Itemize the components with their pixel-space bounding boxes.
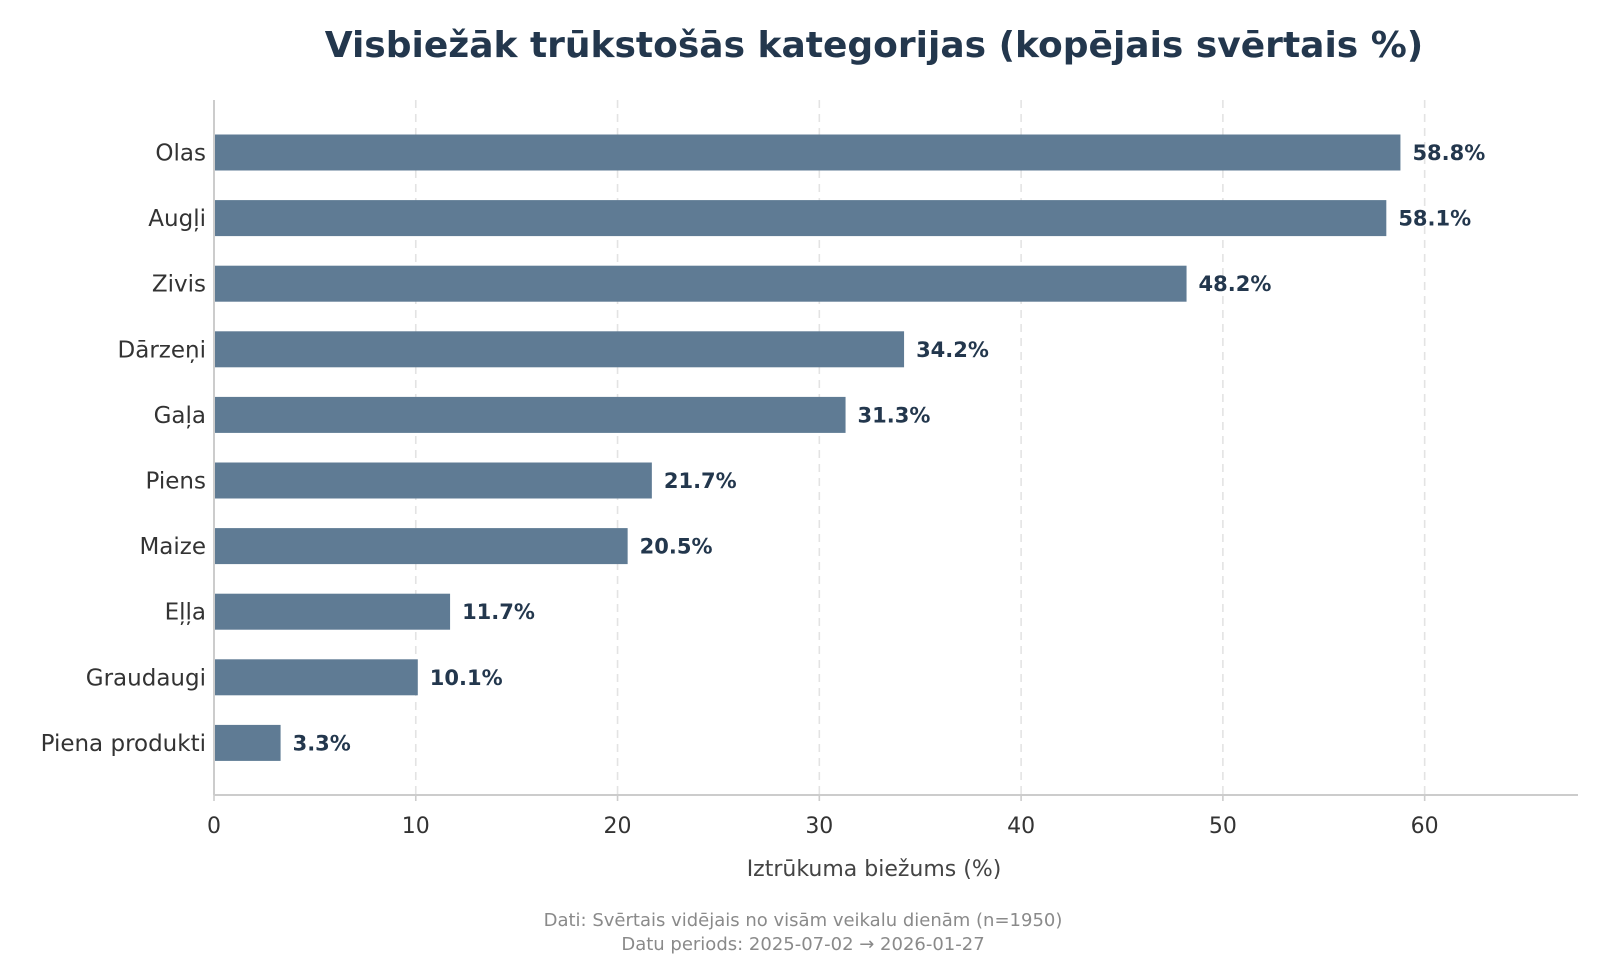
axes	[213, 100, 1578, 801]
value-label: 11.7%	[462, 600, 535, 624]
bar-piena-produkti	[214, 724, 281, 761]
category-label: Eļļa	[165, 600, 206, 626]
value-label: 58.8%	[1412, 141, 1485, 165]
category-label: Zivis	[152, 272, 206, 298]
category-label: Piens	[146, 469, 206, 495]
value-label: 31.3%	[858, 403, 931, 427]
x-tick-label-60: 60	[1411, 814, 1439, 839]
footnote-source: Dati: Svērtais vidējais no visām veikalu…	[544, 910, 1063, 931]
value-label: 10.1%	[430, 666, 503, 690]
x-tick-label-10: 10	[402, 814, 430, 839]
bar-maize	[214, 528, 628, 565]
bar-augļi	[214, 200, 1387, 237]
category-label: Maize	[139, 534, 206, 560]
value-label: 20.5%	[640, 535, 713, 559]
category-label: Olas	[155, 141, 206, 167]
bar-dārzeņi	[214, 331, 905, 368]
chart-title: Visbiežāk trūkstošās kategorijas (kopēja…	[325, 25, 1424, 66]
value-label: 34.2%	[916, 338, 989, 362]
category-label: Dārzeņi	[118, 337, 206, 363]
x-tick-label-40: 40	[1007, 814, 1035, 839]
value-label: 58.1%	[1398, 207, 1471, 231]
bar-piens	[214, 462, 652, 499]
x-tick-label-50: 50	[1209, 814, 1237, 839]
bar-zivis	[214, 265, 1187, 302]
x-tick-labels: 0 10 20 30 40 50 60	[207, 814, 1439, 839]
footnote-period: Datu periods: 2025-07-02 → 2026-01-27	[621, 934, 984, 955]
category-label: Gaļa	[154, 403, 206, 429]
value-labels: 58.8% 58.1% 48.2% 34.2% 31.3% 21.7% 20.5% 11.7%…	[293, 141, 1486, 755]
bar-olas	[214, 134, 1401, 171]
x-tick-label-0: 0	[207, 814, 221, 839]
category-label: Graudaugi	[86, 665, 206, 691]
category-label: Augļi	[148, 206, 206, 232]
value-label: 3.3%	[293, 731, 351, 755]
x-axis-label: Iztrūkuma biežums (%)	[747, 857, 1002, 882]
x-tick-label-20: 20	[604, 814, 632, 839]
bars	[214, 134, 1401, 761]
category-label: Piena produkti	[41, 731, 206, 757]
category-labels: Olas Augļi Zivis Dārzeņi Gaļa Piens Maize Eļļa G…	[41, 141, 206, 757]
value-label: 21.7%	[664, 469, 737, 493]
value-label: 48.2%	[1199, 272, 1272, 296]
x-tick-label-30: 30	[805, 814, 833, 839]
bar-graudaugi	[214, 659, 418, 696]
bar-gaļa	[214, 396, 846, 433]
bar-eļļa	[214, 593, 451, 630]
